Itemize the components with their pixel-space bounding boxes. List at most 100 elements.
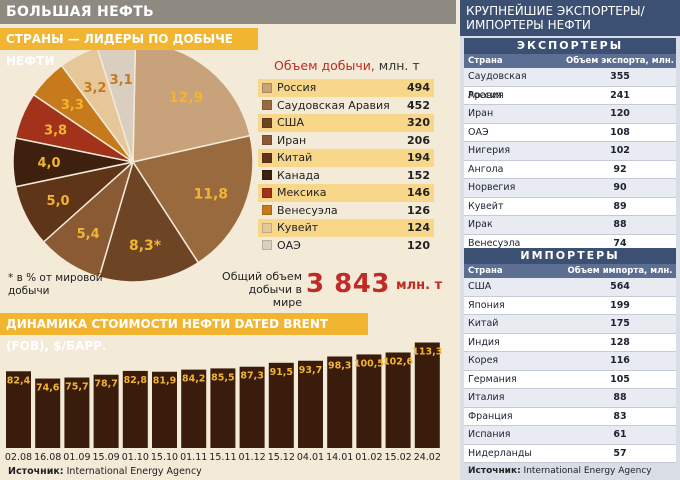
- pie-slice: [132, 50, 251, 163]
- importer-value: 128: [610, 336, 630, 348]
- trade-panel-title: КРУПНЕЙШИЕ ЭКСПОРТЕРЫ/ ИМПОРТЕРЫ НЕФТИ: [460, 0, 680, 36]
- brent-price-bar-chart: 82,4 02.08 74,6 16.08 75,7 01.09 78,7 15.09 82,8…: [5, 342, 442, 463]
- importer-country: Испания: [468, 429, 511, 440]
- exporter-country: Саудовская Аравия: [468, 71, 527, 101]
- bar-category-label: 02.08: [5, 452, 32, 463]
- bar: [210, 368, 236, 448]
- bar: [152, 371, 177, 448]
- importer-row: Испания 61: [464, 426, 676, 445]
- legend-country: Россия: [277, 81, 317, 95]
- pie-slice-label: 8,3*: [129, 238, 162, 254]
- exporter-country: Россия: [468, 89, 502, 101]
- legend-volume: 206: [407, 133, 430, 147]
- importer-row: Италия 88: [464, 389, 676, 408]
- production-pie-chart: 12,9 11,8 8,3* 5,4 5,0 4,0 3,8 3,3 3,2 3,1: [12, 50, 254, 283]
- exporter-country: Кувейт: [468, 200, 504, 212]
- pie-slice-label: 3,3: [61, 98, 84, 113]
- bar: [327, 356, 353, 448]
- importer-country: США: [468, 281, 492, 292]
- legend-row: ОАЭ 120: [258, 237, 434, 255]
- legend-swatch: [262, 82, 272, 93]
- exporter-country: Норвегия: [468, 182, 516, 193]
- legend-volume: 124: [407, 221, 430, 235]
- exporters-heading: ЭКСПОРТЕРЫ: [464, 38, 676, 54]
- exporter-country: Иран: [468, 108, 494, 119]
- pie-slice-label: 3,1: [110, 73, 133, 88]
- legend-row: Иран 206: [258, 132, 434, 150]
- legend-country: Мексика: [277, 186, 327, 200]
- bar-category-label: 04.01: [297, 452, 324, 463]
- exporters-col-volume: Объем экспорта, млн. т: [566, 56, 674, 80]
- exporter-value: 88: [613, 219, 627, 230]
- exporter-value: 102: [610, 145, 630, 156]
- importer-value: 88: [613, 392, 627, 403]
- legend-row: Мексика 146: [258, 184, 434, 202]
- exporter-row: Иран 120: [464, 105, 676, 124]
- legend-header-label: Объем добычи,: [274, 58, 375, 73]
- importer-country: Италия: [468, 392, 505, 403]
- pie-slice: [97, 50, 136, 163]
- exporter-value: 92: [613, 163, 627, 175]
- bar-category-label: 14.01: [326, 452, 353, 463]
- oil-infographic-left: БОЛЬШАЯ НЕФТЬ СТРАНЫ — ЛИДЕРЫ ПО ДОБЫЧЕ …: [0, 0, 456, 477]
- legend-country: Канада: [277, 168, 320, 182]
- legend-row: Кувейт 124: [258, 219, 434, 237]
- importer-row: Япония 199: [464, 296, 676, 315]
- exporter-country: Ирак: [468, 219, 493, 230]
- bar-value-label: 98,3: [328, 360, 351, 371]
- bar-section-title: ДИНАМИКА СТОИМОСТИ НЕФТИ DATED BRENT (FO…: [0, 313, 368, 353]
- importers-col-volume: Объем импорта, млн. т: [567, 266, 673, 290]
- importer-row: Китай 175: [464, 315, 676, 334]
- page-title: БОЛЬШАЯ НЕФТЬ: [0, 0, 456, 24]
- legend-country: Иран: [277, 133, 307, 147]
- bar-category-label: 16.08: [34, 452, 61, 463]
- legend-volume: 146: [407, 186, 430, 200]
- legend-volume: 126: [407, 203, 430, 217]
- legend-country: Китай: [277, 151, 313, 165]
- bar: [414, 342, 440, 448]
- bar-value-label: 78,7: [94, 379, 117, 390]
- legend-swatch: [262, 205, 272, 216]
- legend-country: ОАЭ: [277, 238, 301, 252]
- pie-slice: [131, 134, 254, 264]
- bar-category-label: 24.02: [414, 452, 441, 463]
- legend-swatch: [262, 240, 272, 251]
- right-source-label: Источник:: [468, 466, 521, 476]
- bar-value-label: 75,7: [65, 382, 88, 393]
- bar-value-label: 74,6: [36, 383, 60, 394]
- importers-heading: ИМПОРТЕРЫ: [464, 248, 676, 264]
- exporter-value: 355: [610, 71, 630, 82]
- bar-value-label: 82,4: [7, 375, 31, 386]
- pie-slice-label: 11,8: [193, 187, 228, 203]
- exporter-country: ОАЭ: [468, 126, 489, 138]
- importer-country: Китай: [468, 318, 499, 329]
- legend-swatch: [262, 135, 272, 146]
- legend-country: Кувейт: [277, 221, 319, 235]
- bar: [298, 360, 323, 448]
- legend-volume: 120: [407, 238, 430, 252]
- legend-volume: 152: [407, 168, 430, 182]
- bar-category-label: 01.09: [63, 452, 90, 463]
- importer-row: Индия 128: [464, 333, 676, 352]
- importer-value: 564: [610, 281, 630, 292]
- exporter-row: ОАЭ 108: [464, 123, 676, 142]
- legend-row: Китай 194: [258, 149, 434, 167]
- pie-slice-label: 4,0: [37, 156, 60, 171]
- bar: [93, 374, 119, 448]
- importer-row: Германия 105: [464, 370, 676, 389]
- legend-swatch: [262, 152, 272, 163]
- legend-row: Саудовская Аравия 452: [258, 97, 434, 115]
- bar: [239, 366, 265, 448]
- legend-row: Венесуэла 126: [258, 202, 434, 220]
- legend-swatch: [262, 222, 272, 233]
- importer-country: Германия: [468, 373, 517, 385]
- pie-section-title: СТРАНЫ — ЛИДЕРЫ ПО ДОБЫЧЕ НЕФТИ: [0, 28, 258, 68]
- bar: [6, 371, 31, 448]
- importer-value: 57: [613, 447, 627, 459]
- legend-swatch: [262, 100, 272, 111]
- pie-slice-label: 5,4: [77, 227, 100, 242]
- importer-value: 199: [610, 299, 630, 311]
- exporter-row: Саудовская Аравия 355: [464, 68, 676, 101]
- pie-slice-label: 3,8: [44, 123, 67, 138]
- legend-volume: 494: [407, 81, 430, 95]
